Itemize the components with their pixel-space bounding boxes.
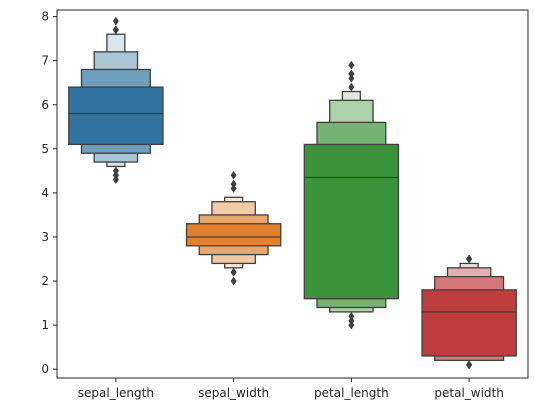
outlier-point	[112, 25, 119, 35]
x-axis: sepal_length sepal_width petal_length petal…	[78, 378, 504, 400]
outlier-point	[348, 69, 355, 79]
y-tick-label: 2	[41, 274, 49, 288]
y-tick-label: 4	[41, 186, 49, 200]
y-tick-label: 3	[41, 230, 49, 244]
y-tick-label: 6	[41, 98, 49, 112]
outlier-point	[230, 184, 237, 193]
outlier-point	[348, 60, 355, 70]
plot-frame	[56, 9, 529, 379]
outlier-point	[112, 166, 119, 176]
outlier-point	[230, 179, 237, 189]
x-tick-label: petal_width	[434, 386, 503, 400]
plot-marks	[68, 16, 517, 370]
x-tick-label: sepal_width	[198, 386, 269, 400]
boxen-petal_length	[303, 60, 400, 330]
outlier-point	[348, 74, 355, 83]
box-level-1	[68, 86, 164, 146]
box-level-1	[421, 289, 517, 357]
y-axis: 0 1 2 3 4 5 6 7 8	[41, 10, 57, 376]
y-tick-label: 5	[41, 142, 49, 156]
outlier-point	[112, 16, 119, 26]
outlier-point	[348, 316, 355, 326]
y-tick-label: 0	[41, 362, 49, 376]
box-level-1	[185, 223, 282, 247]
outlier-point	[230, 267, 237, 277]
outlier-point	[112, 170, 119, 180]
boxen-sepal_length	[68, 16, 164, 184]
boxen-petal_width	[421, 254, 517, 370]
y-tick-label: 7	[41, 54, 49, 68]
y-tick-label: 8	[41, 10, 49, 24]
outlier-point	[466, 254, 473, 264]
outlier-point	[466, 360, 473, 370]
outlier-point	[348, 320, 355, 330]
outlier-point	[230, 276, 237, 286]
box-level-1	[303, 143, 400, 300]
boxen-sepal_width	[185, 170, 282, 286]
outlier-point	[112, 175, 119, 184]
x-tick-label: sepal_length	[78, 386, 154, 400]
outlier-point	[348, 312, 355, 321]
y-tick-label: 1	[41, 318, 49, 332]
outlier-point	[348, 82, 355, 92]
outlier-point	[230, 170, 237, 180]
x-tick-label: petal_length	[314, 386, 389, 400]
